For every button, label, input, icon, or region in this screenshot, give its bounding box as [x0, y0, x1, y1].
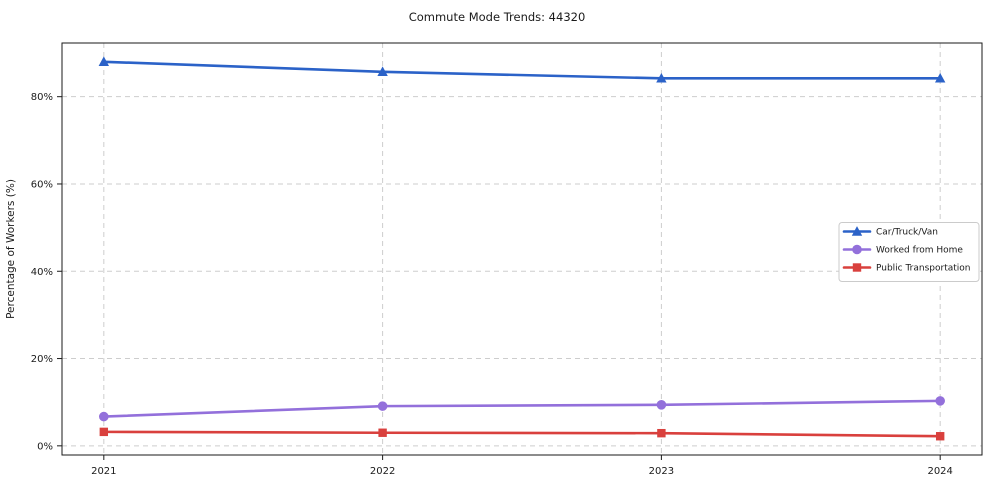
marker-worked-from-home [656, 400, 667, 410]
legend-marker-car-truck-van [851, 226, 863, 236]
marker-worked-from-home [99, 411, 109, 422]
y-tick-label: 60% [31, 179, 53, 190]
y-axis-label: Percentage of Workers (%) [5, 179, 17, 319]
marker-public-transportation [378, 428, 387, 437]
gridlines [62, 43, 982, 455]
legend-item-worked-from-home: Worked from Home [842, 244, 963, 256]
legend-label: Public Transportation [876, 264, 970, 274]
series-worked-from-home [99, 396, 945, 422]
marker-public-transportation [935, 432, 945, 441]
y-tick-label: 80% [31, 92, 53, 103]
x-tick-label: 2022 [370, 466, 395, 477]
legend-label: Worked from Home [876, 246, 963, 256]
legend-box [838, 222, 980, 282]
y-tick-label: 40% [31, 267, 53, 278]
legend: Car/Truck/Van Worked from Home Public Tran… [838, 222, 980, 282]
axis-ticks: 0% 20% 40% 60% 80% 2021 2022 2023 2024 [31, 92, 953, 477]
marker-worked-from-home [935, 396, 945, 406]
legend-item-car-truck-van: Car/Truck/Van [842, 226, 938, 238]
x-tick-label: 2023 [649, 466, 674, 477]
chart-title: Commute Mode Trends: 44320 [409, 10, 586, 24]
plot-border [61, 42, 983, 456]
marker-car-truck-van [377, 66, 388, 77]
y-tick-label: 20% [31, 354, 53, 365]
marker-car-truck-van [98, 56, 110, 66]
x-tick-label: 2024 [927, 466, 952, 477]
series-car-truck-van [98, 56, 946, 83]
series-line-public-transportation [102, 430, 942, 438]
marker-car-truck-van [656, 72, 667, 83]
legend-item-public-transportation: Public Transportation [842, 263, 970, 274]
legend-label: Car/Truck/Van [876, 228, 938, 238]
marker-worked-from-home [377, 401, 388, 411]
y-tick-label: 0% [37, 441, 53, 452]
series-line-worked-from-home [102, 399, 942, 418]
legend-marker-worked-from-home [852, 244, 862, 255]
data-series [98, 56, 946, 441]
marker-public-transportation [99, 427, 109, 437]
series-public-transportation [99, 427, 945, 441]
marker-car-truck-van [934, 72, 946, 83]
series-line-car-truck-van [102, 60, 942, 80]
legend-marker-public-transportation [852, 263, 862, 272]
marker-public-transportation [657, 428, 666, 438]
x-tick-label: 2021 [91, 466, 116, 477]
